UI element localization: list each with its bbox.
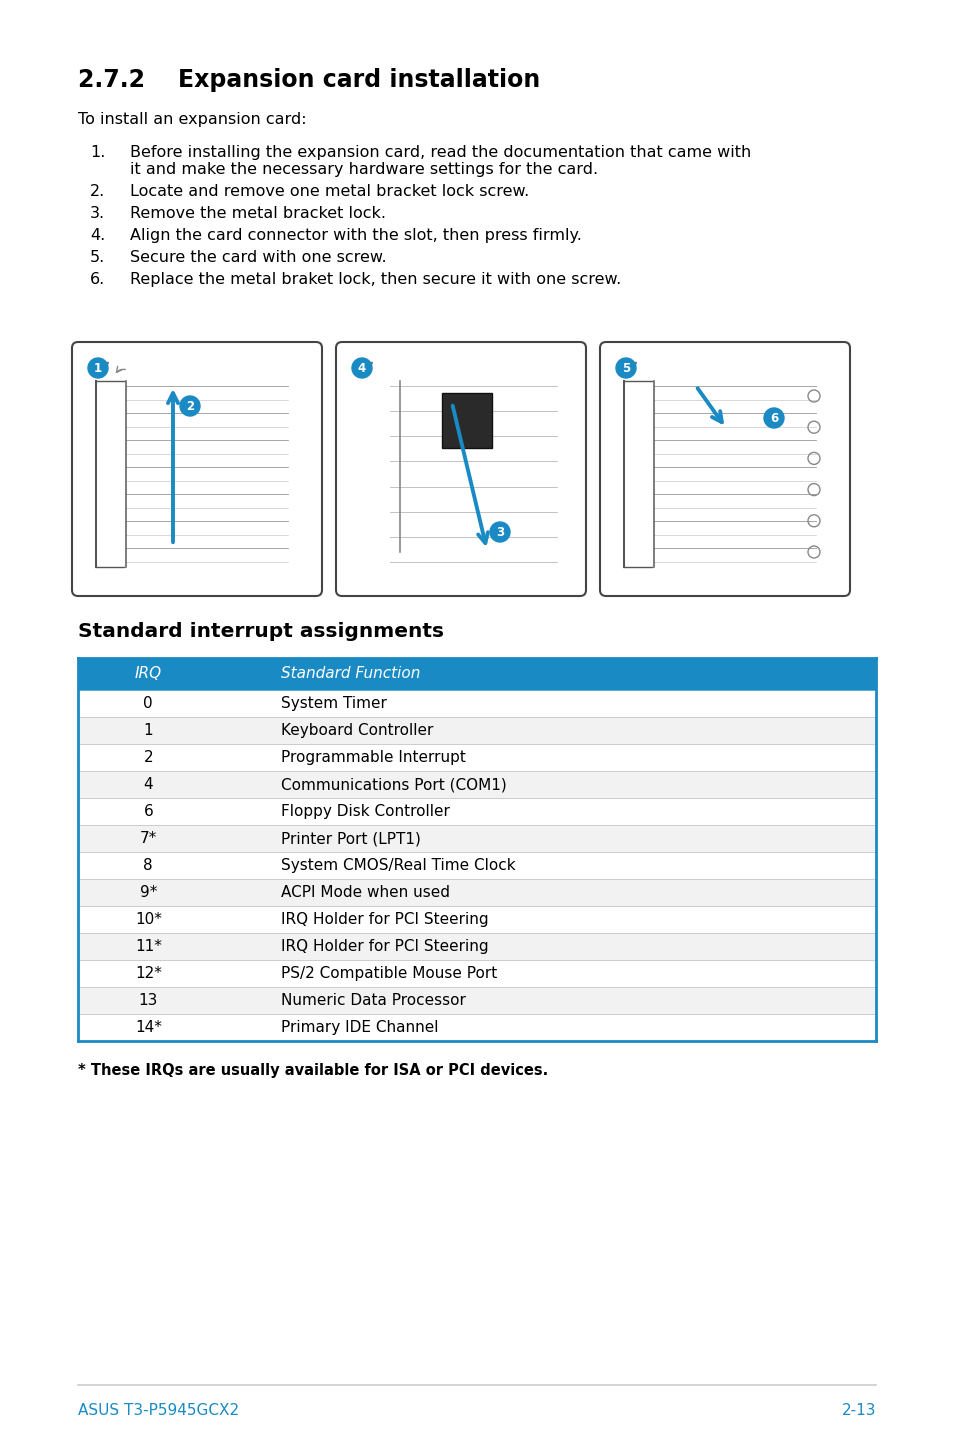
Text: Communications Port (COM1): Communications Port (COM1)	[281, 777, 506, 792]
Text: 10*: 10*	[134, 912, 162, 928]
Bar	[78, 1014, 875, 1041]
Text: Keyboard Controller: Keyboard Controller	[281, 723, 433, 738]
Text: 6: 6	[143, 804, 153, 820]
Text: To install an expansion card:: To install an expansion card:	[78, 112, 306, 127]
Text: 2.: 2.	[90, 184, 105, 198]
Bar	[78, 851, 875, 879]
Text: ACPI Mode when used: ACPI Mode when used	[281, 884, 450, 900]
Bar	[78, 825, 875, 851]
Text: Printer Port (LPT1): Printer Port (LPT1)	[281, 831, 420, 846]
Text: 4.: 4.	[90, 229, 105, 243]
Text: Before installing the expansion card, read the documentation that came with: Before installing the expansion card, re…	[130, 145, 750, 160]
Text: 1: 1	[93, 361, 102, 374]
Circle shape	[616, 358, 636, 378]
Text: 5.: 5.	[90, 250, 105, 265]
Circle shape	[180, 395, 200, 416]
FancyBboxPatch shape	[335, 342, 585, 595]
FancyBboxPatch shape	[71, 342, 322, 595]
Text: Standard interrupt assignments: Standard interrupt assignments	[78, 623, 443, 641]
Text: System CMOS/Real Time Clock: System CMOS/Real Time Clock	[281, 858, 515, 873]
Bar	[78, 718, 875, 743]
Text: 8: 8	[143, 858, 152, 873]
Text: Floppy Disk Controller: Floppy Disk Controller	[281, 804, 450, 820]
Text: 12*: 12*	[134, 966, 162, 981]
Text: 3.: 3.	[90, 206, 105, 221]
Text: ASUS T3-P5945GCX2: ASUS T3-P5945GCX2	[78, 1403, 239, 1418]
Text: 6.: 6.	[90, 272, 105, 288]
Text: Programmable Interrupt: Programmable Interrupt	[281, 751, 465, 765]
Text: IRQ Holder for PCI Steering: IRQ Holder for PCI Steering	[281, 912, 488, 928]
Text: Primary IDE Channel: Primary IDE Channel	[281, 1020, 438, 1035]
Bar	[78, 743, 875, 771]
Text: IRQ: IRQ	[134, 666, 162, 682]
Circle shape	[352, 358, 372, 378]
Text: Standard Function: Standard Function	[281, 666, 420, 682]
Text: 2-13: 2-13	[841, 1403, 875, 1418]
Text: Locate and remove one metal bracket lock screw.: Locate and remove one metal bracket lock…	[130, 184, 529, 198]
Text: 2: 2	[186, 400, 193, 413]
Text: 1.: 1.	[90, 145, 105, 160]
Bar	[78, 961, 875, 986]
Circle shape	[88, 358, 108, 378]
Bar	[78, 906, 875, 933]
Text: 13: 13	[138, 994, 158, 1008]
FancyBboxPatch shape	[599, 342, 849, 595]
Text: 1: 1	[143, 723, 152, 738]
Text: PS/2 Compatible Mouse Port: PS/2 Compatible Mouse Port	[281, 966, 497, 981]
Bar	[78, 933, 875, 961]
Text: 2.7.2    Expansion card installation: 2.7.2 Expansion card installation	[78, 68, 539, 92]
Circle shape	[763, 408, 783, 429]
Bar	[78, 798, 875, 825]
Text: 7*: 7*	[139, 831, 156, 846]
Text: Replace the metal braket lock, then secure it with one screw.: Replace the metal braket lock, then secu…	[130, 272, 620, 288]
Text: 11*: 11*	[134, 939, 162, 953]
Polygon shape	[441, 393, 492, 449]
Bar	[78, 771, 875, 798]
Bar	[78, 986, 875, 1014]
Text: 5: 5	[621, 361, 630, 374]
Text: 14*: 14*	[134, 1020, 162, 1035]
Text: it and make the necessary hardware settings for the card.: it and make the necessary hardware setti…	[130, 162, 598, 177]
Text: Remove the metal bracket lock.: Remove the metal bracket lock.	[130, 206, 386, 221]
Text: 2: 2	[143, 751, 152, 765]
Text: 4: 4	[357, 361, 366, 374]
Text: 0: 0	[143, 696, 152, 710]
Text: System Timer: System Timer	[281, 696, 387, 710]
Text: IRQ Holder for PCI Steering: IRQ Holder for PCI Steering	[281, 939, 488, 953]
Text: 6: 6	[769, 411, 778, 424]
Text: * These IRQs are usually available for ISA or PCI devices.: * These IRQs are usually available for I…	[78, 1063, 548, 1078]
Text: Numeric Data Processor: Numeric Data Processor	[281, 994, 465, 1008]
Text: 9*: 9*	[139, 884, 157, 900]
Circle shape	[490, 522, 510, 542]
Text: 4: 4	[143, 777, 152, 792]
Text: 3: 3	[496, 525, 503, 538]
Bar	[78, 690, 875, 718]
Bar	[78, 879, 875, 906]
Text: Secure the card with one screw.: Secure the card with one screw.	[130, 250, 386, 265]
Text: Align the card connector with the slot, then press firmly.: Align the card connector with the slot, …	[130, 229, 581, 243]
Bar	[78, 659, 875, 690]
